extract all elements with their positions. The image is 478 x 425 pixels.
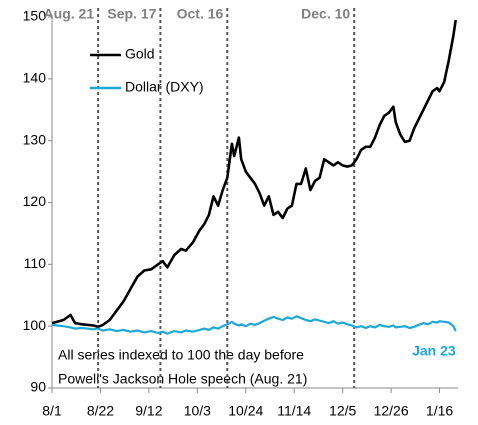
y-tick-label: 130 (23, 131, 47, 147)
x-tick-label: 12/5 (329, 403, 356, 419)
x-tick-label: 8/1 (42, 403, 62, 419)
x-tick-label: 1/16 (426, 403, 453, 419)
x-tick-label: 8/22 (87, 403, 114, 419)
event-label: Aug. 21 (44, 6, 95, 22)
end-label: Jan 23 (412, 343, 456, 359)
x-tick-label: 10/24 (228, 403, 263, 419)
series-line (51, 19, 457, 329)
y-tick-label: 120 (23, 193, 47, 209)
x-tick-label: 10/3 (184, 403, 211, 419)
y-tick-label: 110 (24, 255, 47, 271)
event-label: Dec. 10 (301, 6, 350, 22)
y-tick-label: 150 (23, 8, 47, 24)
y-tick-label: 100 (23, 317, 47, 333)
y-tick-label: 90 (30, 379, 46, 395)
legend-label: Gold (125, 46, 155, 62)
note: All series indexed to 100 the day before (58, 347, 304, 363)
x-tick-label: 11/14 (277, 403, 311, 419)
legend-label: Dollar (DXY) (125, 79, 204, 95)
y-tick-label: 140 (23, 70, 47, 86)
series-line (51, 315, 457, 335)
note: Powell's Jackson Hole speech (Aug. 21) (58, 371, 307, 387)
x-tick-label: 9/12 (135, 403, 162, 419)
x-tick-label: 12/26 (374, 403, 409, 419)
event-label: Sep. 17 (107, 6, 156, 22)
event-label: Oct. 16 (177, 6, 224, 22)
